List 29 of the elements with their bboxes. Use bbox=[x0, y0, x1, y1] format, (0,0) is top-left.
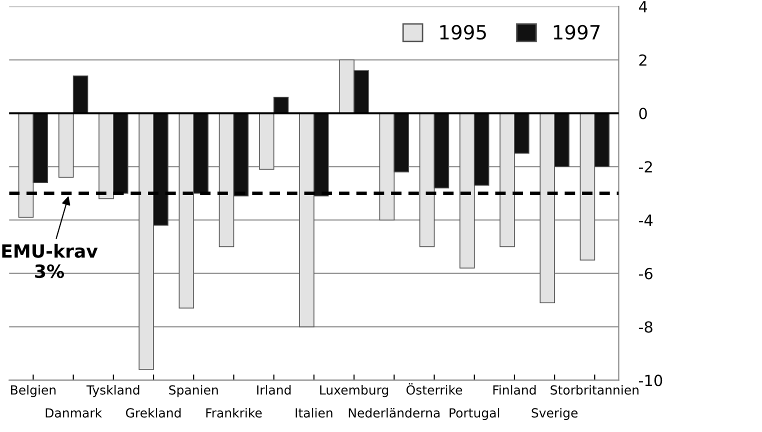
x-tick-label: Portugal bbox=[450, 408, 500, 420]
x-tick-label: Storbritannien bbox=[550, 385, 638, 395]
y-tick-label: -6 bbox=[638, 268, 652, 280]
legend-label: 1997 bbox=[554, 24, 600, 40]
y-tick-label: -4 bbox=[638, 214, 653, 226]
x-tick-label: Danmark bbox=[46, 408, 102, 418]
x-tick-label: Nederländerna bbox=[348, 408, 440, 418]
bar bbox=[72, 75, 88, 114]
y-tick-label: 2 bbox=[639, 54, 646, 66]
x-tick-label: Grekland bbox=[126, 408, 181, 418]
x-tick-label: Irland bbox=[257, 385, 291, 395]
bar bbox=[58, 112, 74, 178]
bar bbox=[258, 112, 274, 170]
x-tick-label: Sverige bbox=[532, 408, 578, 420]
x-tick-label: Spanien bbox=[169, 385, 218, 398]
y-tick-label: -2 bbox=[638, 161, 652, 172]
y-tick-label: -8 bbox=[638, 321, 652, 333]
x-tick-label: Finland bbox=[493, 385, 536, 395]
ref-line-label: EMU-krav 3% bbox=[2, 244, 98, 278]
x-tick-label: Österrike bbox=[406, 383, 462, 395]
x-tick-label: Frankrike bbox=[206, 408, 262, 418]
y-tick-label: -10 bbox=[638, 374, 662, 386]
x-tick-label: Luxemburg bbox=[320, 385, 388, 398]
x-tick-label: Italien bbox=[296, 408, 332, 418]
legend-label: 1995 bbox=[440, 24, 486, 40]
y-tick-label: 0 bbox=[639, 108, 647, 120]
x-tick-label: Tyskland bbox=[86, 385, 140, 398]
x-tick-label: Belgien bbox=[11, 385, 56, 398]
y-tick-label: 4 bbox=[638, 1, 648, 12]
